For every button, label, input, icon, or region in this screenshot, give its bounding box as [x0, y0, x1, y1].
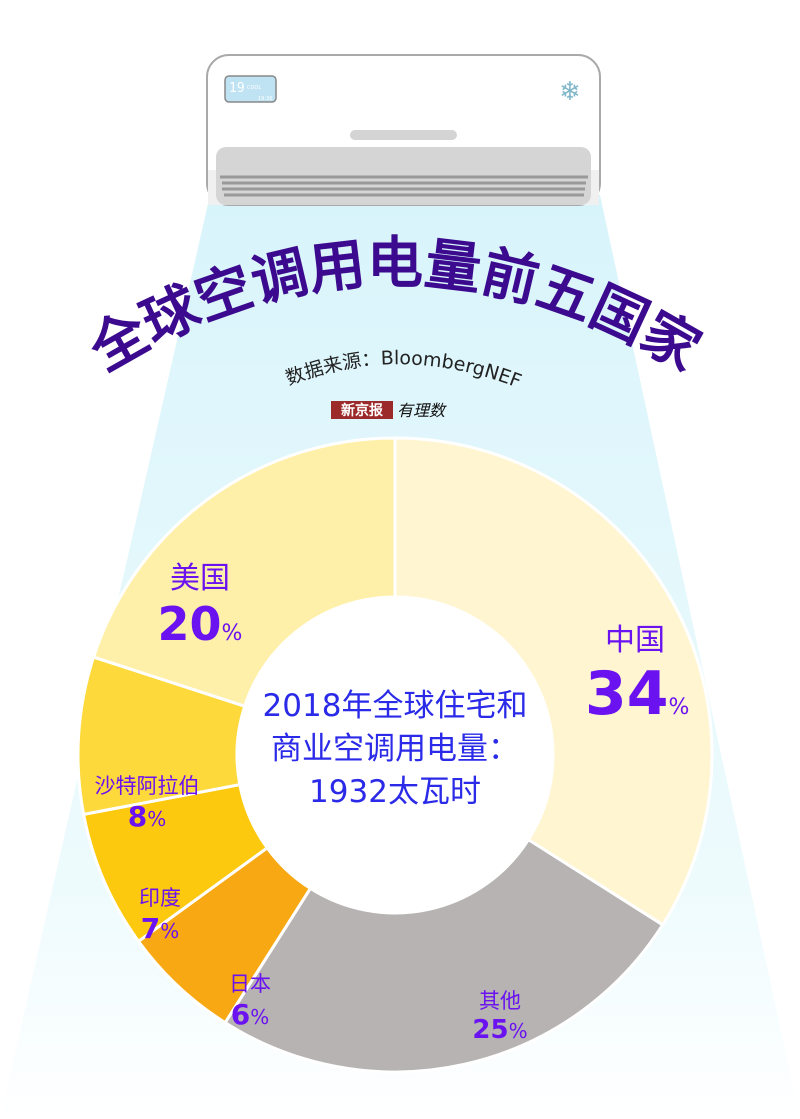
ac-temp: 19 [229, 81, 245, 96]
svg-text:有理数: 有理数 [397, 401, 447, 420]
label-other: 其他 25% [472, 989, 528, 1045]
snowflake-icon: ❄ [559, 77, 581, 107]
center-label: 2018年全球住宅和 商业空调用电量： 1932太瓦时 [235, 685, 555, 814]
center-line-3: 1932太瓦时 [309, 774, 481, 810]
svg-text:新京报: 新京报 [341, 402, 383, 419]
label-china: 中国 34% [585, 623, 690, 729]
center-line-2: 商业空调用电量： [271, 731, 519, 767]
ac-display [224, 75, 277, 103]
label-japan: 日本 6% [229, 972, 271, 1031]
ac-mode: COOL [247, 85, 261, 91]
ac-time: 19:36 [258, 96, 272, 102]
label-saudi: 沙特阿拉伯 8% [94, 774, 200, 833]
donut-hole [237, 597, 553, 913]
label-india: 印度 7% [139, 886, 181, 945]
air-conditioner: 19 COOL 19:36 ❄ [206, 54, 601, 206]
logo: 新京报 有理数 [331, 401, 447, 420]
donut-chart [76, 436, 714, 1074]
label-usa: 美国 20% [157, 561, 243, 651]
center-line-1: 2018年全球住宅和 [262, 688, 528, 724]
